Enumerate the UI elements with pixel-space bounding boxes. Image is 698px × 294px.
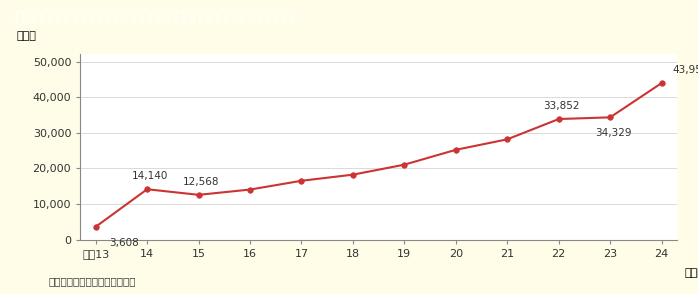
Text: 12,568: 12,568 — [183, 176, 220, 186]
Text: 43,950: 43,950 — [673, 65, 698, 75]
Text: 33,852: 33,852 — [543, 101, 580, 111]
Text: （備考）警察庁資料より作成。: （備考）警察庁資料より作成。 — [49, 277, 136, 287]
Text: 3,608: 3,608 — [110, 238, 140, 248]
Text: 14,140: 14,140 — [132, 171, 168, 181]
Text: 第１－５－７図　警察に寄せられた配偶者からの暴力に関する相談等対応件数: 第１－５－７図 警察に寄せられた配偶者からの暴力に関する相談等対応件数 — [8, 10, 302, 24]
Text: （年）: （年） — [685, 268, 698, 278]
Text: 34,329: 34,329 — [595, 128, 631, 138]
Text: （件）: （件） — [17, 31, 36, 41]
